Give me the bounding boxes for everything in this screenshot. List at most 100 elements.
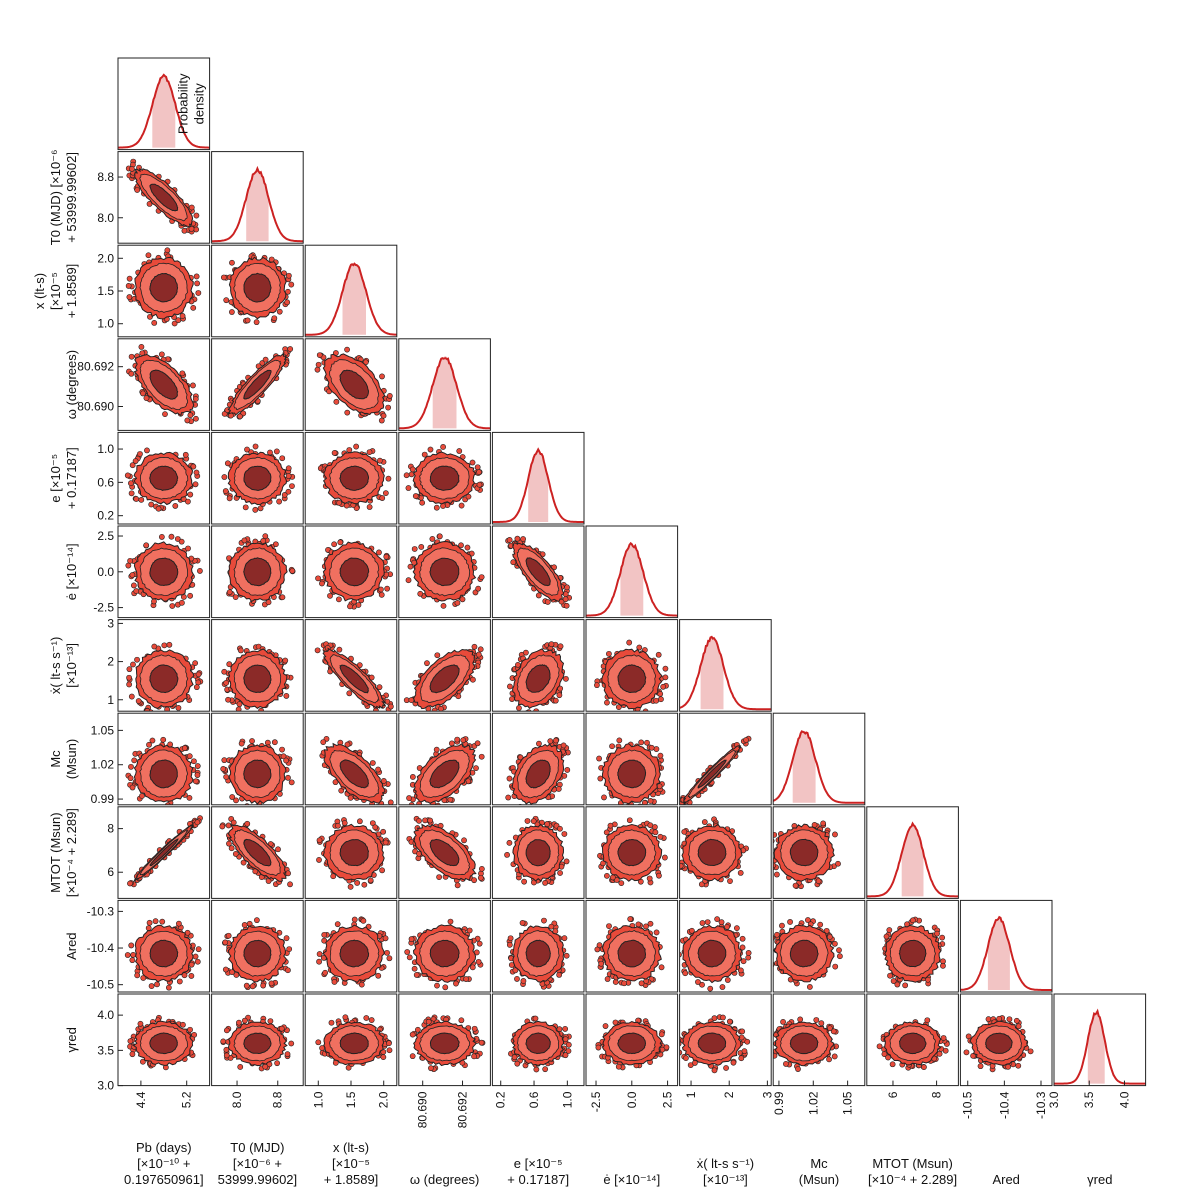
y-tick-label: 8.0: [97, 211, 114, 225]
contour-cell-xd-vs-om: [398, 619, 491, 712]
svg-text:T0 (MJD) [×10⁻⁶: T0 (MJD) [×10⁻⁶: [48, 150, 63, 246]
sigma-band: [432, 356, 457, 429]
panel-frame: [585, 525, 679, 619]
contour-cell-ared-vs-mc: [772, 899, 866, 993]
svg-text:[×10⁻⁴ + 2.289]: [×10⁻⁴ + 2.289]: [64, 808, 79, 897]
panel-frame: [117, 712, 211, 806]
x-tick-label: 8.8: [271, 1091, 285, 1108]
x-axis-label-x: x (lt-s) [×10⁻⁵ + 1.8589]: [323, 1140, 379, 1187]
contour-cell-e-vs-x: [304, 431, 398, 525]
panel-frame: [679, 993, 772, 1087]
hist-cell-om: [398, 338, 491, 431]
x-tick-label: -2.5: [589, 1091, 603, 1112]
panel-frame: [491, 431, 585, 525]
contour-cell-ared-vs-pb: -10.5 -10.4 -10.3: [87, 899, 211, 993]
contour-1sigma: [429, 759, 460, 789]
panel-frame: [585, 619, 679, 712]
sigma-band: [246, 168, 269, 242]
panel-frame: [117, 338, 211, 431]
x-tick-label: 3.0: [1047, 1091, 1061, 1108]
contour-1sigma: [243, 838, 272, 867]
panel-frame: [117, 151, 211, 244]
contour-cell-gred-vs-mc: 0.99 1.02 1.05: [772, 993, 866, 1115]
y-axis-label-e: e [×10⁻⁵ + 0.17187]: [48, 447, 79, 509]
density-curve: [960, 915, 1052, 991]
panel-frame: [398, 712, 491, 806]
contour-1sigma: [149, 939, 179, 968]
hist-cell-xd: [679, 619, 772, 712]
hist-cell-e: [491, 431, 585, 525]
panel-frame: [117, 993, 211, 1087]
y-axis-label-om: ω (degrees): [64, 350, 79, 419]
y-axis-label-xd: ẋ( lt-s s⁻¹) [×10⁻¹³]: [48, 637, 79, 694]
x-axis-label-gred: γred: [1087, 1172, 1113, 1187]
panel-frame: [398, 899, 491, 993]
hist-cell-mtot: [866, 806, 959, 899]
contour-cell-ared-vs-ed: [585, 899, 679, 993]
contour-cell-ared-vs-e: [491, 899, 585, 993]
y-tick-label: -10.5: [87, 978, 115, 992]
contour-cell-ed-vs-e: [491, 525, 585, 619]
x-axis-label-om: ω (degrees): [409, 1172, 480, 1187]
contour-1sigma: [898, 939, 927, 968]
contour-1sigma: [429, 939, 460, 968]
panel-frame: [866, 993, 959, 1087]
contour-cell-mc-vs-e: [491, 712, 585, 806]
y-tick-label: -10.4: [87, 941, 115, 955]
y-tick-label: -2.5: [93, 601, 114, 615]
contour-1sigma: [789, 1032, 819, 1055]
contour-1sigma: [525, 939, 551, 968]
hist-cell-t0: [211, 151, 304, 244]
contour-cell-gred-vs-pb: 3.0 3.5 4.0 4.4 5.2: [97, 993, 211, 1108]
y-tick-label: 1.0: [97, 317, 114, 331]
x-tick-label: 0.0: [625, 1091, 639, 1108]
sigma-band: [901, 823, 924, 897]
y-tick-label: 1.5: [97, 284, 114, 298]
contour-1sigma: [339, 1032, 369, 1055]
svg-text:e [×10⁻⁵: e [×10⁻⁵: [48, 454, 63, 503]
x-tick-label: 80.690: [416, 1091, 430, 1128]
contour-cell-gred-vs-x: 1.0 1.5 2.0: [304, 993, 398, 1108]
contour-cell-mc-vs-t0: [211, 712, 304, 806]
panel-frame: [491, 712, 585, 806]
svg-text:[×10⁻⁵: [×10⁻⁵: [48, 272, 63, 310]
svg-text:+ 0.17187]: + 0.17187]: [64, 447, 79, 509]
contour-1sigma: [243, 557, 272, 587]
contour-1sigma: [429, 664, 460, 694]
hist-cell-pb: [117, 57, 211, 151]
y-tick-label: 0.99: [91, 792, 115, 806]
contour-1sigma: [243, 759, 272, 789]
density-curve: [679, 635, 772, 711]
hist-cell-gred: 3.0 3.5 4.0: [1047, 993, 1147, 1108]
contour-1sigma: [617, 1032, 647, 1055]
contour-1sigma: [617, 838, 647, 867]
contour-1sigma: [243, 465, 272, 491]
svg-text:x (lt-s): x (lt-s): [32, 273, 47, 309]
contour-1sigma: [617, 664, 647, 694]
contour-1sigma: [789, 939, 819, 968]
panel-frame: [1053, 993, 1147, 1087]
contour-cell-mtot-vs-om: [398, 806, 491, 899]
contour-1sigma: [898, 1032, 927, 1055]
y-tick-label: 1.05: [91, 723, 115, 737]
y-tick-label: 0.2: [97, 509, 114, 523]
x-tick-label: 5.2: [180, 1091, 194, 1108]
contour-1sigma: [985, 1032, 1013, 1055]
contour-cell-mc-vs-pb: 0.99 1.02 1.05: [91, 712, 211, 806]
x-tick-label: 1: [684, 1091, 698, 1098]
y-tick-label: -10.3: [87, 904, 115, 918]
contour-1sigma: [149, 557, 179, 587]
x-tick-label: -10.5: [961, 1091, 975, 1119]
y-tick-label: 1: [107, 693, 114, 707]
svg-text:ė [×10⁻¹⁴]: ė [×10⁻¹⁴]: [64, 543, 79, 600]
contour-cell-ared-vs-t0: [211, 899, 304, 993]
contour-cell-mtot-vs-mc: [772, 806, 866, 899]
x-tick-label: 4.0: [1117, 1091, 1131, 1108]
contour-cell-e-vs-om: [398, 431, 491, 525]
x-tick-label: -10.4: [997, 1091, 1011, 1119]
contour-cell-ed-vs-pb: -2.5 0.0 2.5: [93, 525, 211, 619]
contour-cell-ared-vs-om: [398, 899, 491, 993]
contour-1sigma: [149, 664, 179, 694]
panel-frame: [772, 806, 866, 899]
x-axis-label-ed: ė [×10⁻¹⁴]: [603, 1172, 661, 1187]
